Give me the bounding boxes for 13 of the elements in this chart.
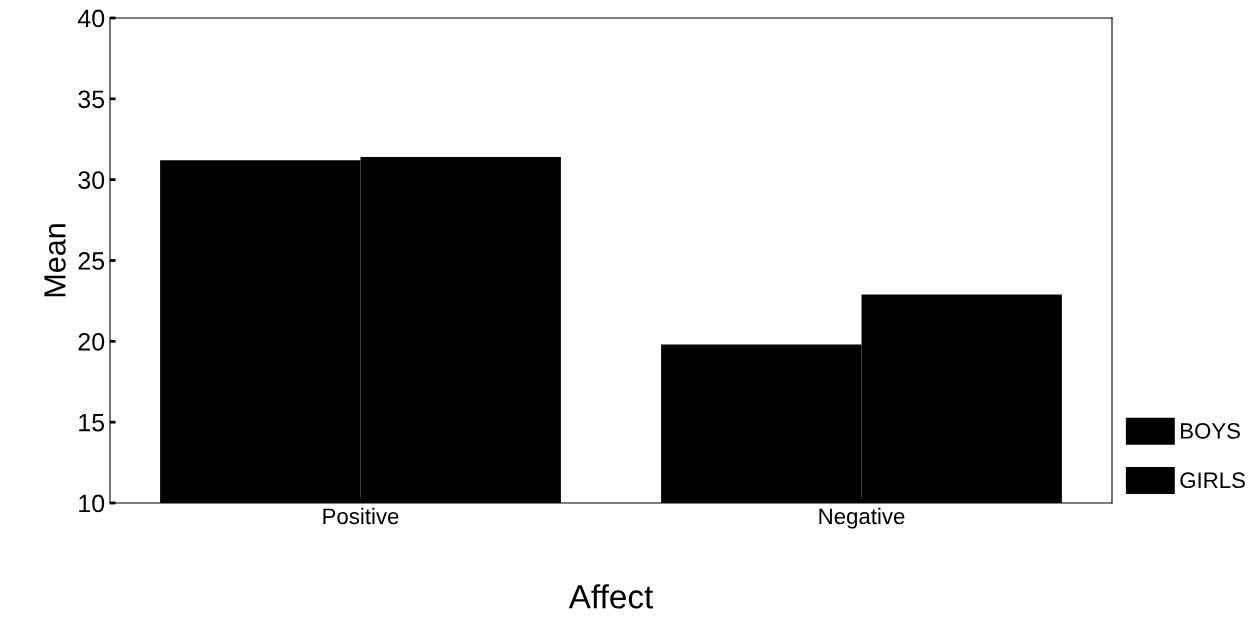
y-tick-label: 40 bbox=[77, 9, 105, 28]
legend-label: GIRLS bbox=[1180, 472, 1245, 489]
legend-label: BOYS bbox=[1181, 423, 1240, 439]
x-tick-label: Positive bbox=[323, 507, 399, 525]
y-tick-label: 15 bbox=[79, 414, 105, 432]
y-axis-title: Mean bbox=[44, 224, 66, 297]
y-tick-label: 30 bbox=[78, 171, 105, 189]
y-tick-label: 10 bbox=[79, 494, 105, 513]
y-tick-label: 25 bbox=[78, 252, 105, 270]
x-tick-label: Negative bbox=[819, 507, 905, 529]
y-tick-label: 20 bbox=[78, 332, 105, 351]
x-axis-title: Affect bbox=[568, 584, 654, 609]
y-tick-label: 35 bbox=[78, 90, 105, 109]
